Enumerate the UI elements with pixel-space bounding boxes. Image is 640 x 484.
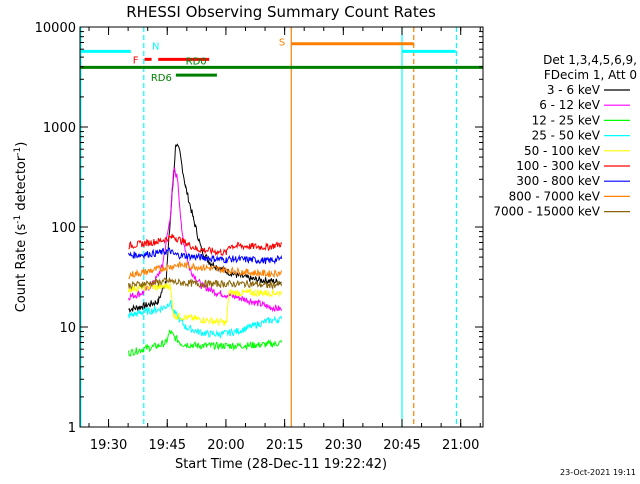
legend-label-3: 25 - 50 keV (532, 129, 601, 143)
series-line-1 (128, 166, 282, 313)
flag-label-s: S (279, 38, 285, 49)
x-tick-label-5: 20:45 (383, 438, 420, 453)
vertical-markers (80, 27, 457, 427)
x-axis-label: Start Time (28-Dec-11 19:22:42) (175, 457, 387, 472)
series-line-6 (128, 247, 282, 265)
axes: 19:30 19:45 20:00 20:15 20:30 20:45 21:00 1 10 10… (35, 21, 483, 453)
flag-label-f: F (133, 55, 139, 66)
series-line-4 (128, 282, 282, 327)
chart-title: RHESSI Observing Summary Count Rates (126, 3, 436, 21)
x-tick-label-6: 21:00 (442, 438, 479, 453)
y-label-part-2: detector (14, 155, 29, 215)
y-label-sup-2: -1 (13, 147, 23, 156)
flag-bars: N S F RD0 RD6 (80, 38, 483, 84)
y-label-part-1: Count Rate (s (14, 224, 29, 313)
y-tick-label-2: 100 (51, 221, 76, 236)
y-tick-label-4: 10000 (35, 21, 76, 36)
series-lines (128, 143, 282, 357)
y-tick-label-0: 1 (68, 421, 76, 436)
flag-label-rd0: RD0 (186, 56, 207, 67)
series-line-5 (128, 233, 282, 257)
footer-timestamp: 23-Oct-2021 19:11 (560, 468, 636, 477)
x-tick-label-4: 20:30 (325, 438, 362, 453)
legend: Det 1,3,4,5,6,9,FDecim 1, Att 03 - 6 keV… (493, 53, 637, 219)
legend-label-8: 7000 - 15000 keV (493, 205, 600, 219)
legend-label-4: 50 - 100 keV (524, 144, 601, 158)
y-tick-label-1: 10 (59, 321, 76, 336)
series-line-3 (128, 300, 282, 340)
flag-label-rd6: RD6 (151, 73, 172, 84)
y-label-part-3: ) (14, 142, 29, 147)
x-tick-label-3: 20:15 (266, 438, 303, 453)
x-tick-label-0: 19:30 (90, 438, 127, 453)
series-line-2 (128, 329, 282, 357)
legend-label-5: 100 - 300 keV (516, 159, 600, 173)
legend-label-7: 800 - 7000 keV (509, 189, 601, 203)
x-tick-label-1: 19:45 (149, 438, 186, 453)
legend-label-2: 12 - 25 keV (532, 113, 601, 127)
legend-label-6: 300 - 800 keV (516, 174, 600, 188)
series-line-7 (128, 261, 282, 280)
x-tick-label-2: 20:00 (207, 438, 244, 453)
legend-header-1: FDecim 1, Att 0 (544, 68, 637, 82)
y-label-sup-1: -1 (13, 215, 23, 224)
series-line-0 (128, 143, 282, 314)
flag-label-n: N (152, 41, 159, 52)
y-tick-label-3: 1000 (43, 121, 76, 136)
y-axis-label: Count Rate (s-1 detector-1) (13, 142, 29, 313)
legend-label-0: 3 - 6 keV (547, 83, 601, 97)
series-line-8 (128, 277, 282, 291)
legend-header-0: Det 1,3,4,5,6,9, (543, 53, 637, 67)
legend-label-1: 6 - 12 keV (539, 98, 601, 112)
